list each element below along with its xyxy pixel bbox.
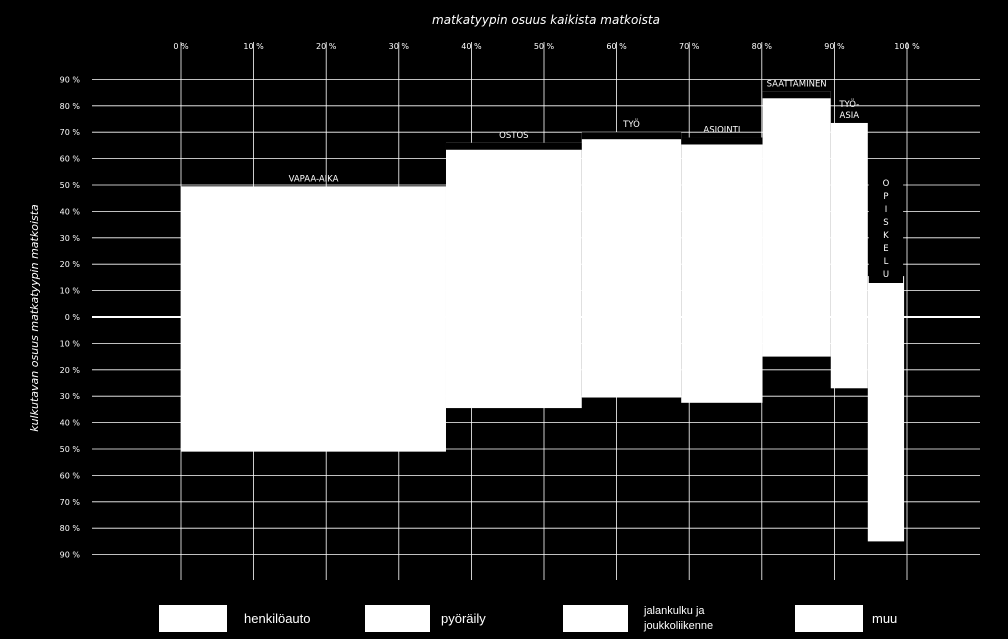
category-label: ASIOINTI: [703, 125, 740, 135]
label-band: [681, 137, 763, 145]
y-tick-label: 10 %: [60, 339, 81, 348]
x-tick-label: 20 %: [316, 42, 337, 51]
category-labels: VAPAA-AIKA OSTOS TYÖ ASIOINTI SAATTAMINEN TYÖ…: [289, 79, 904, 283]
legend-swatch: [365, 605, 430, 632]
y-tick-label: 60 %: [60, 155, 81, 164]
y-tick-label: 40 %: [60, 207, 81, 216]
bar-lower: [181, 317, 446, 452]
bar-lower: [681, 317, 763, 403]
y-tick-label: 40 %: [60, 419, 81, 428]
category-label: OSTOS: [499, 131, 528, 141]
x-tick-label: 10 %: [243, 42, 264, 51]
y-tick-label: 60 %: [60, 471, 81, 480]
bar-upper: [445, 142, 582, 317]
y-tick-label: 20 %: [60, 366, 81, 375]
category-label: SAATTAMINEN: [767, 79, 827, 89]
x-tick-label: 70 %: [679, 42, 700, 51]
y-tick-label: 80 %: [60, 524, 81, 533]
y-tick-label: 30 %: [60, 234, 81, 243]
bar-upper: [681, 137, 763, 317]
legend-label: pyöräily: [441, 611, 486, 626]
x-tick-label: 60 %: [606, 42, 627, 51]
bar-lower: [830, 317, 868, 389]
y-tick-label: 20 %: [60, 260, 81, 269]
x-tick-label: 50 %: [534, 42, 555, 51]
y-tick-label: 0 %: [65, 313, 81, 322]
y-tick-label: 50 %: [60, 445, 81, 454]
legend-label: jalankulku ja joukkoliikenne: [643, 605, 713, 632]
category-label: VAPAA-AIKA: [289, 174, 339, 184]
y-tick-label: 30 %: [60, 392, 81, 401]
y-tick-label: 70 %: [60, 498, 81, 507]
bars: [181, 91, 905, 542]
x-tick-label: 90 %: [824, 42, 845, 51]
y-tick-label: 50 %: [60, 181, 81, 190]
legend-swatch: [795, 605, 863, 632]
x-tick-label: 40 %: [461, 42, 482, 51]
legend-label: henkilöauto: [244, 611, 311, 626]
bar-upper: [762, 91, 831, 317]
y-tick-label: 90 %: [60, 551, 81, 560]
label-background: [868, 175, 904, 283]
bar-lower: [762, 317, 831, 357]
label-band: [762, 91, 831, 99]
y-tick-label: 80 %: [60, 102, 81, 111]
legend-label: muu: [872, 611, 897, 626]
y-tick-label: 10 %: [60, 287, 81, 296]
legend-swatch: [159, 605, 227, 632]
bar-upper: [181, 186, 446, 317]
label-band: [581, 132, 682, 140]
bar-upper: [830, 122, 868, 318]
x-tick-label: 30 %: [389, 42, 410, 51]
x-tick-label: 100 %: [894, 42, 920, 51]
bar-upper: [581, 132, 682, 317]
bar-lower: [445, 317, 582, 409]
bar-lower: [581, 317, 682, 398]
x-axis-ticks: 0 % 10 % 20 % 30 % 40 % 50 % 60 % 70 % 80 % 90 % 1…: [173, 42, 920, 51]
y-tick-label: 90 %: [60, 75, 81, 84]
legend: henkilöauto pyöräily jalankulku ja joukkoli…: [159, 605, 897, 632]
y-tick-label: 70 %: [60, 128, 81, 137]
x-tick-label: 80 %: [752, 42, 773, 51]
y-axis-title: kulkutavan osuus matkatyypin matkoista: [28, 204, 41, 432]
category-label: TYÖ: [622, 119, 640, 130]
legend-swatch: [563, 605, 628, 632]
label-band: [445, 142, 582, 150]
bar-lower: [867, 317, 905, 542]
x-axis-title: matkatyypin osuus kaikista matkoista: [432, 13, 660, 27]
y-axis-ticks: 90 % 80 % 70 % 60 % 50 % 40 % 30 % 20 % 10 % 0 % 1…: [60, 75, 81, 559]
category-label: TYÖ-ASIA: [838, 99, 859, 121]
x-tick-label: 0 %: [173, 42, 189, 51]
